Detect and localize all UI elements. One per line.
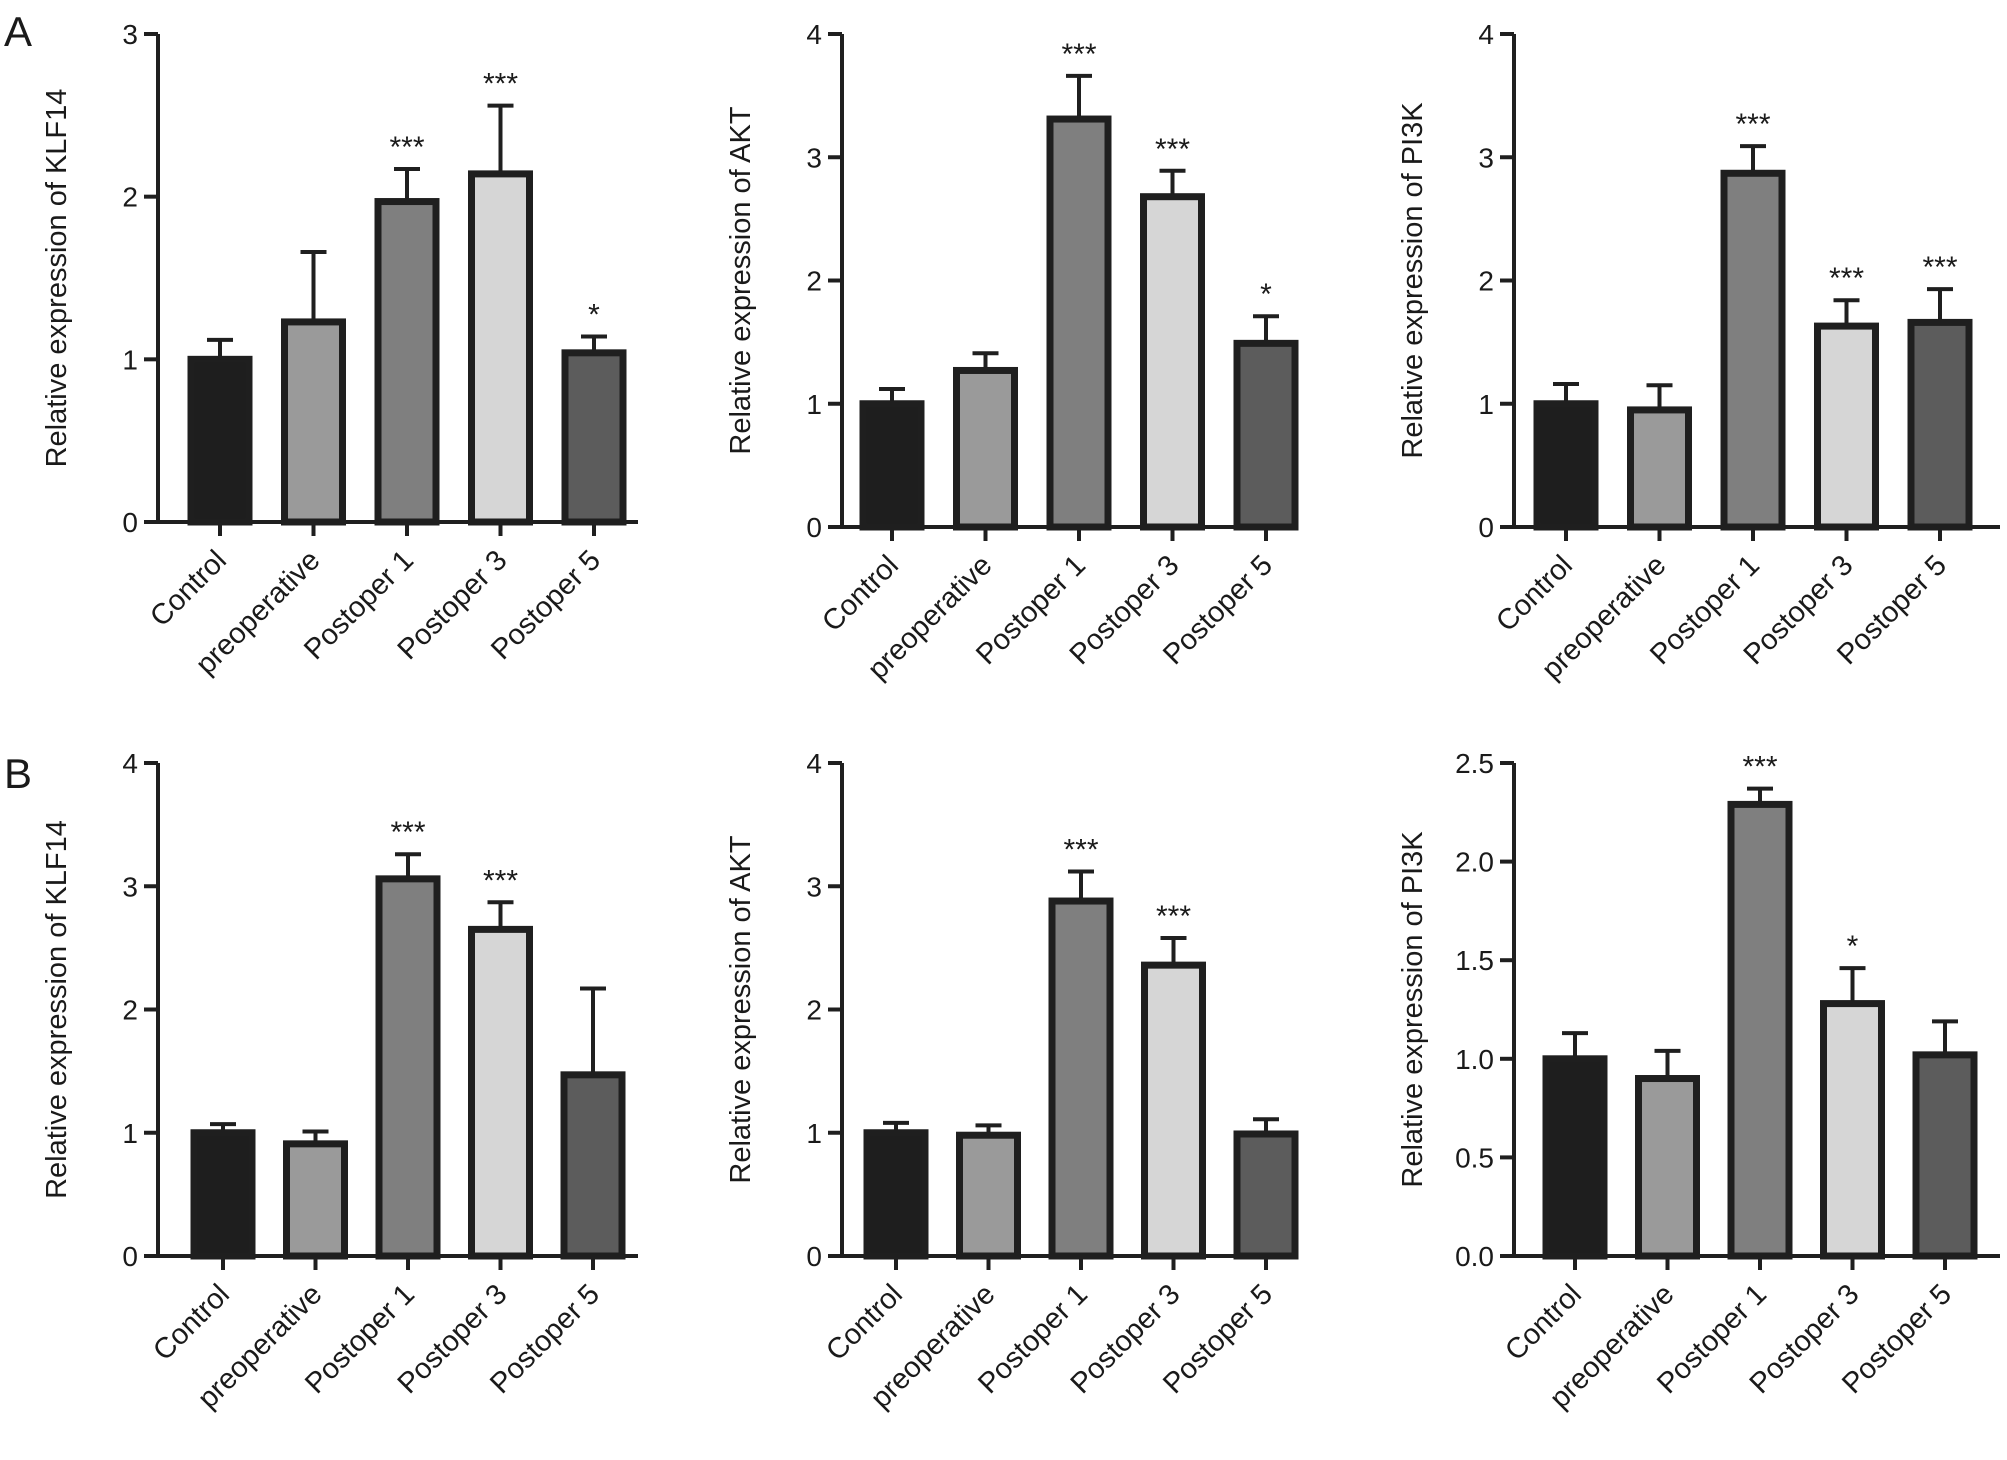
- bar-control: [859, 400, 925, 531]
- category-label: Control: [147, 1278, 236, 1367]
- significance-label: ***: [1742, 751, 1777, 784]
- category-label: Control: [820, 1278, 909, 1367]
- bar-postoper-3: [1140, 193, 1205, 531]
- bar-postoper-1: [1727, 800, 1793, 1260]
- y-axis-title: Relative expression of AKT: [725, 835, 757, 1183]
- bar-control: [1533, 400, 1599, 531]
- significance-label: ***: [483, 864, 518, 897]
- category-label: Control: [144, 544, 233, 633]
- bar-postoper-1: [1048, 897, 1114, 1260]
- bar-postoper-3: [1814, 322, 1879, 531]
- significance-label: ***: [1156, 900, 1191, 933]
- y-tick-label: 0: [1478, 512, 1494, 543]
- y-tick-label: 1.0: [1455, 1044, 1494, 1075]
- y-tick-label: 2: [122, 995, 138, 1026]
- bar-postoper-5: [1233, 1130, 1299, 1260]
- y-tick-label: 1: [122, 344, 138, 375]
- y-axis-title: Relative expression of AKT: [725, 106, 757, 454]
- y-tick-label: 2: [122, 182, 138, 213]
- category-label: Control: [1490, 549, 1579, 638]
- bar-postoper-1: [1046, 115, 1112, 531]
- panel-label-b: B: [4, 750, 32, 797]
- y-tick-label: 2: [806, 995, 822, 1026]
- bar-control: [1542, 1055, 1608, 1260]
- bar-preoperative: [1627, 406, 1692, 531]
- bar-preoperative: [1635, 1075, 1700, 1260]
- y-tick-label: 4: [806, 19, 822, 50]
- bar-preoperative: [953, 366, 1018, 531]
- panel-label-a: A: [4, 8, 32, 55]
- bar-postoper-1: [1720, 169, 1786, 531]
- y-tick-label: 0.5: [1455, 1142, 1494, 1173]
- y-tick-label: 2.5: [1455, 748, 1494, 779]
- significance-label: ***: [389, 131, 424, 164]
- y-tick-label: 4: [806, 748, 822, 779]
- bar-postoper-5: [1912, 1051, 1978, 1260]
- y-axis-title: Relative expression of KLF14: [41, 89, 73, 468]
- y-tick-label: 3: [122, 19, 138, 50]
- y-tick-label: 1: [806, 1118, 822, 1149]
- bar-preoperative: [956, 1131, 1021, 1260]
- y-tick-label: 1: [806, 389, 822, 420]
- category-label: Control: [816, 549, 905, 638]
- chart-6: 0.0 0.5 1.0 1.5 2.0 2.5 Relative expression of…: [1397, 748, 2000, 1415]
- bar-control: [187, 355, 253, 526]
- significance-label: ***: [1735, 108, 1770, 141]
- significance-label: ***: [1922, 251, 1957, 284]
- bar-postoper-3: [1820, 1000, 1885, 1260]
- significance-label: *: [588, 299, 600, 332]
- significance-label: ***: [1061, 38, 1096, 71]
- y-axis-title: Relative expression of KLF14: [41, 820, 73, 1199]
- bar-postoper-1: [374, 198, 440, 526]
- y-tick-label: 3: [1478, 142, 1494, 173]
- bar-preoperative: [281, 318, 346, 526]
- y-tick-label: 0: [806, 1241, 822, 1272]
- y-axis-title: Relative expression of PI3K: [1397, 102, 1429, 459]
- y-tick-label: 2: [806, 266, 822, 297]
- bar-preoperative: [283, 1140, 348, 1260]
- bar-control: [190, 1129, 256, 1260]
- category-label: Control: [1499, 1278, 1588, 1367]
- y-tick-label: 0: [806, 512, 822, 543]
- bar-control: [863, 1129, 929, 1260]
- y-tick-label: 1: [122, 1118, 138, 1149]
- bar-postoper-3: [468, 170, 533, 526]
- y-tick-label: 2.0: [1455, 847, 1494, 878]
- y-tick-label: 0.0: [1455, 1241, 1494, 1272]
- significance-label: *: [1260, 278, 1272, 311]
- significance-label: *: [1847, 930, 1859, 963]
- y-tick-label: 3: [806, 142, 822, 173]
- y-tick-label: 4: [122, 748, 138, 779]
- y-tick-label: 1.5: [1455, 945, 1494, 976]
- significance-label: ***: [1063, 833, 1098, 866]
- significance-label: ***: [1829, 262, 1864, 295]
- y-tick-label: 3: [806, 871, 822, 902]
- significance-label: ***: [390, 816, 425, 849]
- bar-postoper-3: [1141, 961, 1206, 1260]
- y-axis-title: Relative expression of PI3K: [1397, 831, 1429, 1188]
- bar-postoper-3: [468, 925, 533, 1260]
- y-tick-label: 4: [1478, 19, 1494, 50]
- significance-label: ***: [1155, 133, 1190, 166]
- y-tick-label: 3: [122, 871, 138, 902]
- chart-4: 0 1 2 3 4 Relative expression of KLF14 Control…: [41, 748, 638, 1415]
- bar-postoper-5: [1233, 339, 1299, 531]
- y-tick-label: 0: [122, 507, 138, 538]
- y-tick-label: 1: [1478, 389, 1494, 420]
- bar-postoper-1: [375, 875, 441, 1260]
- significance-label: ***: [483, 68, 518, 101]
- bar-postoper-5: [560, 1071, 626, 1260]
- bar-postoper-5: [1907, 318, 1973, 531]
- y-tick-label: 0: [122, 1241, 138, 1272]
- y-tick-label: 2: [1478, 266, 1494, 297]
- bar-postoper-5: [561, 349, 627, 526]
